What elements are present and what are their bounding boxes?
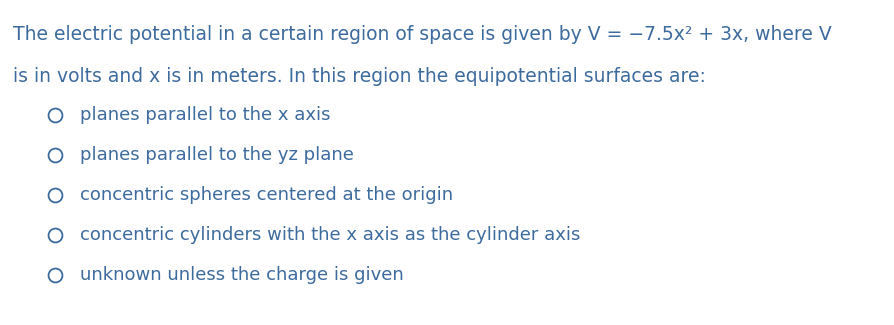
Text: is in volts and x is in meters. In this region the equipotential surfaces are:: is in volts and x is in meters. In this … (13, 67, 705, 86)
Text: concentric cylinders with the x axis as the cylinder axis: concentric cylinders with the x axis as … (80, 226, 579, 244)
Text: planes parallel to the yz plane: planes parallel to the yz plane (80, 146, 353, 164)
Text: concentric spheres centered at the origin: concentric spheres centered at the origi… (80, 186, 452, 204)
Text: unknown unless the charge is given: unknown unless the charge is given (80, 266, 403, 284)
Text: The electric potential in a certain region of space is given by V = −7.5x² + 3x,: The electric potential in a certain regi… (13, 25, 831, 44)
Text: planes parallel to the x axis: planes parallel to the x axis (80, 106, 330, 124)
